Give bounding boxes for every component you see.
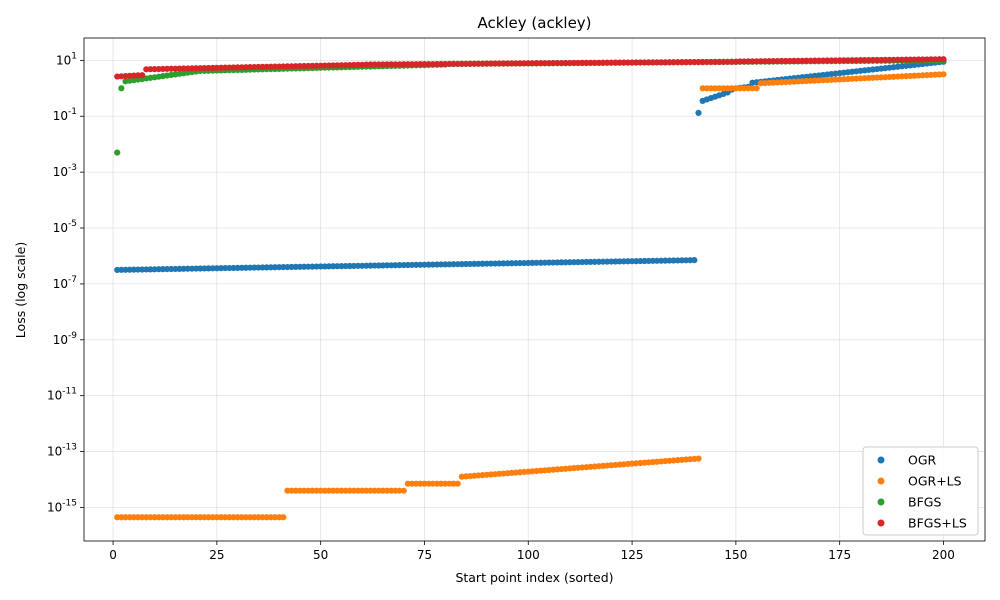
y-axis-label: Loss (log scale)	[13, 242, 28, 338]
y-tick-label: 10-5	[53, 219, 77, 235]
data-point	[454, 480, 461, 487]
legend-label: BFGS+LS	[908, 516, 967, 531]
chart-title: Ackley (ackley)	[477, 14, 591, 32]
series-ogr	[114, 58, 947, 274]
legend-label: OGR+LS	[908, 474, 962, 489]
data-point	[400, 487, 407, 494]
y-axis-ticks: 101 10-1 10-3 10-5 10-7 10-9 10-11 10-13 10-15	[47, 51, 84, 514]
x-tick-label: 50	[313, 548, 328, 562]
y-tick-label: 10-7	[53, 275, 77, 291]
y-tick-label: 10-15	[47, 498, 77, 514]
data-point	[691, 257, 698, 264]
data-points	[114, 56, 947, 521]
y-tick-label: 10-3	[53, 163, 77, 179]
x-axis-ticks: 0 25 50 75 100 125 150 175 200	[109, 541, 955, 562]
x-tick-label: 125	[621, 548, 644, 562]
x-axis-label: Start point index (sorted)	[455, 570, 613, 585]
series-ogr-ls	[114, 71, 947, 521]
y-tick-label: 101	[56, 51, 77, 67]
data-point	[114, 149, 121, 156]
series-bfgs-ls	[114, 56, 947, 80]
legend-marker	[877, 498, 885, 506]
data-point	[139, 72, 146, 79]
legend-label: OGR	[908, 453, 937, 468]
x-tick-label: 200	[932, 548, 955, 562]
x-tick-label: 100	[517, 548, 540, 562]
legend-marker	[877, 477, 885, 485]
plot-frame	[83, 37, 986, 542]
y-tick-label: 10-13	[47, 443, 77, 459]
legend-box	[862, 446, 979, 536]
legend-label: BFGS	[908, 495, 941, 510]
legend: OGR OGR+LS BFGS BFGS+LS	[862, 446, 979, 536]
data-point	[940, 56, 947, 63]
data-point	[940, 71, 947, 78]
y-tick-label: 10-9	[53, 331, 78, 347]
y-tick-label: 10-1	[53, 107, 77, 123]
x-tick-label: 75	[417, 548, 432, 562]
data-point	[695, 109, 702, 116]
legend-marker	[877, 456, 885, 464]
data-point	[280, 514, 287, 521]
grid-lines	[84, 38, 985, 541]
x-tick-label: 150	[724, 548, 747, 562]
legend-marker	[877, 519, 885, 527]
data-point	[695, 455, 702, 462]
data-point	[753, 85, 760, 92]
x-tick-label: 25	[209, 548, 224, 562]
x-tick-label: 0	[109, 548, 117, 562]
series-bfgs	[114, 57, 947, 156]
data-point	[118, 85, 125, 92]
y-tick-label: 10-11	[47, 387, 77, 403]
x-tick-label: 175	[828, 548, 851, 562]
